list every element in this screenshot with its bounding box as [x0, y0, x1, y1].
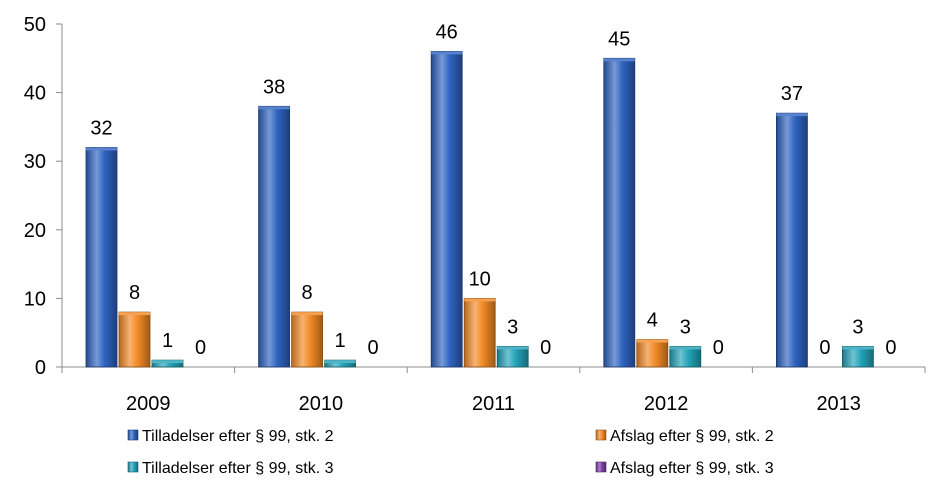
bar: [497, 346, 528, 367]
x-tick-label: 2010: [299, 393, 344, 415]
bar: [604, 58, 635, 367]
bar-cap: [152, 360, 183, 363]
bar-cap: [497, 346, 528, 349]
bar: [842, 346, 873, 367]
bar: [431, 51, 462, 367]
bar-cap: [776, 113, 807, 116]
bar-cap: [325, 360, 356, 363]
y-tick-label: 0: [35, 357, 46, 379]
y-tick-label: 50: [24, 14, 46, 36]
bar-cap: [431, 51, 462, 54]
bar-cap: [464, 298, 495, 301]
data-label: 8: [129, 282, 140, 304]
legend-label: Afslag efter § 99, stk. 2: [610, 428, 774, 445]
data-label: 45: [608, 28, 630, 50]
bar: [776, 113, 807, 367]
data-label: 4: [647, 310, 658, 332]
legend-swatch: [128, 462, 138, 472]
bar: [86, 147, 117, 367]
bar-cap: [842, 346, 873, 349]
legend-swatch: [596, 462, 606, 472]
x-tick-label: 2011: [472, 393, 515, 415]
bars: [86, 51, 873, 367]
data-label: 1: [335, 330, 346, 352]
data-label: 0: [713, 337, 724, 359]
bar-cap: [670, 346, 701, 349]
x-tick-label: 2009: [126, 393, 171, 415]
data-label: 46: [436, 21, 458, 43]
data-label: 10: [469, 268, 491, 290]
x-tick-label: 2013: [816, 393, 861, 415]
bar-cap: [86, 147, 117, 150]
bar-cap: [604, 58, 635, 61]
data-label: 3: [507, 316, 518, 338]
data-label: 0: [195, 337, 206, 359]
data-label: 32: [90, 117, 112, 139]
data-label: 37: [781, 83, 803, 105]
data-label: 3: [852, 316, 863, 338]
data-label: 0: [885, 337, 896, 359]
y-tick-label: 20: [24, 220, 46, 242]
data-label: 1: [162, 330, 173, 352]
legend: Tilladelser efter § 99, stk. 2 Afslag eft…: [128, 428, 774, 477]
bar-cap: [119, 312, 150, 315]
legend-label: Tilladelser efter § 99, stk. 2: [142, 428, 334, 445]
data-label: 0: [540, 337, 551, 359]
bar: [670, 346, 701, 367]
bar: [259, 106, 290, 367]
bar: [637, 340, 668, 367]
data-label: 0: [368, 337, 379, 359]
x-tick-label: 2012: [644, 393, 689, 415]
bar: [292, 312, 323, 367]
bar: [119, 312, 150, 367]
y-tick-label: 40: [24, 83, 46, 105]
y-tick-label: 30: [24, 151, 46, 173]
legend-label: Tilladelser efter § 99, stk. 3: [142, 460, 334, 477]
data-label: 38: [263, 76, 285, 98]
data-label: 8: [302, 282, 313, 304]
legend-swatch: [596, 430, 606, 440]
legend-swatch: [128, 430, 138, 440]
y-tick-label: 10: [24, 288, 46, 310]
data-label: 3: [680, 316, 691, 338]
bar: [464, 298, 495, 367]
data-label: 0: [819, 337, 830, 359]
bar-cap: [292, 312, 323, 315]
bar-cap: [259, 106, 290, 109]
bar-cap: [637, 340, 668, 343]
legend-label: Afslag efter § 99, stk. 3: [610, 460, 774, 477]
